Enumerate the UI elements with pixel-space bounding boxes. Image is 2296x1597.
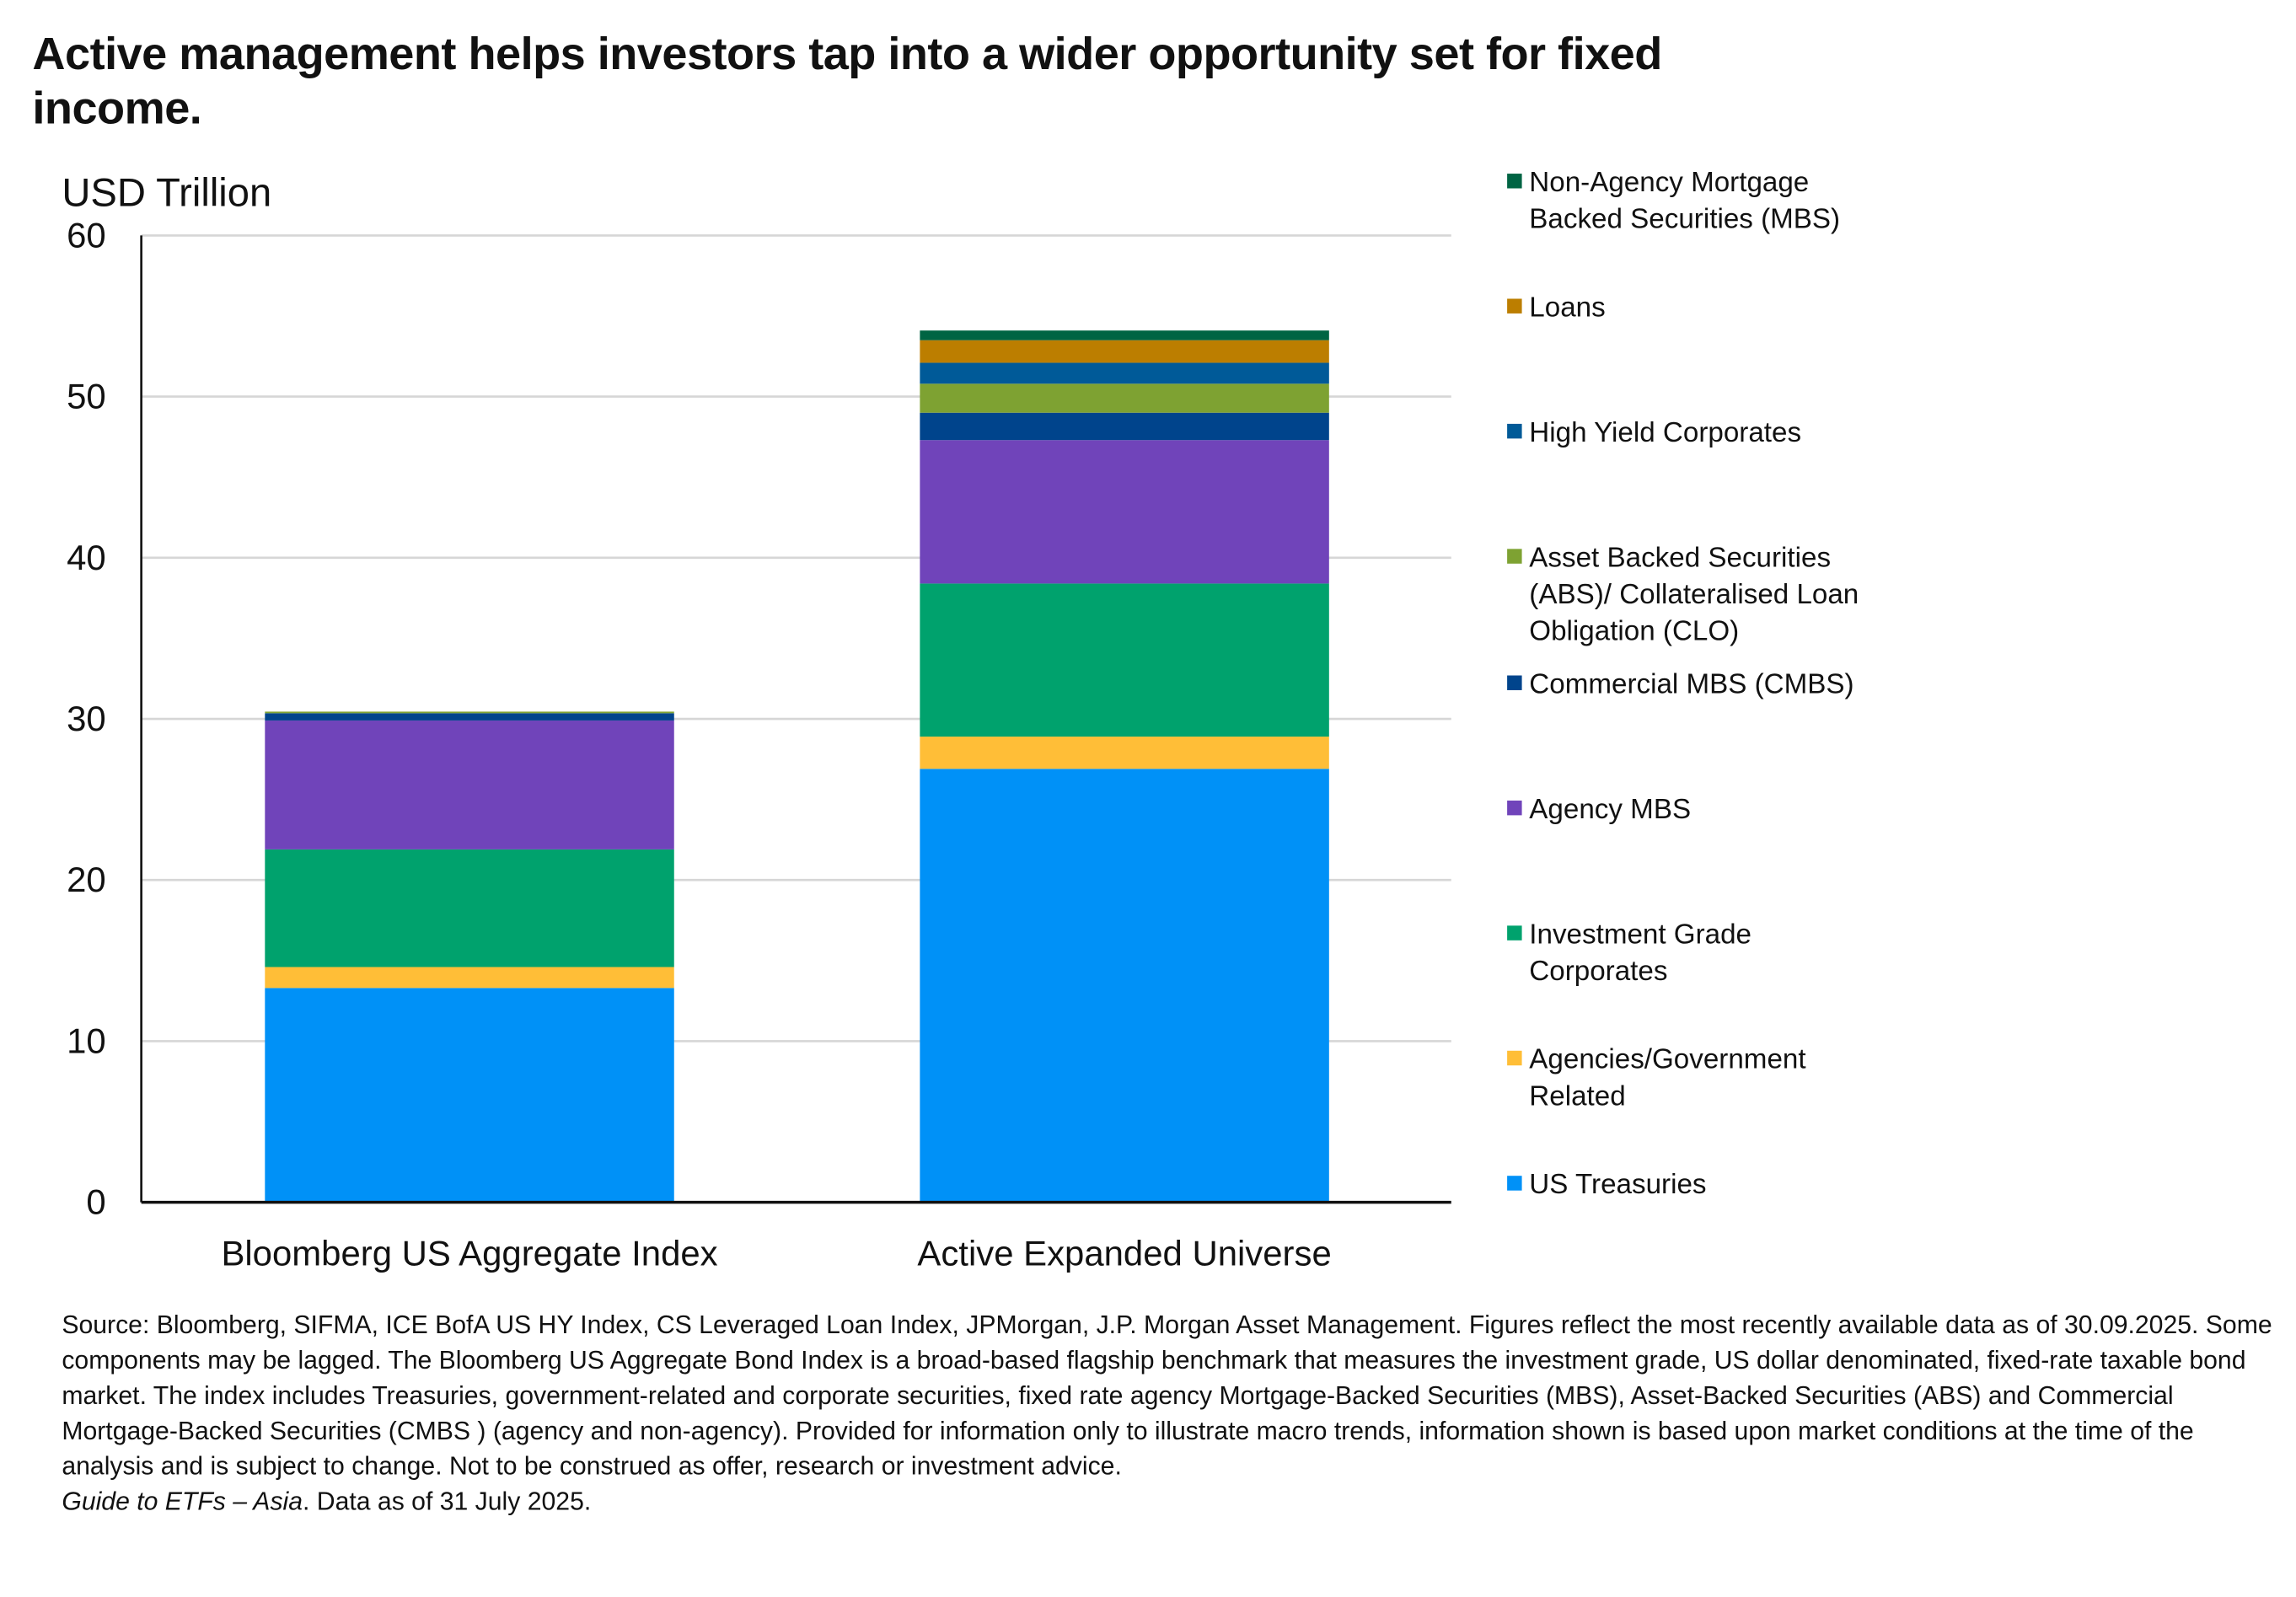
bar-segment bbox=[265, 849, 674, 967]
legend-label: US Treasuries bbox=[1529, 1170, 1707, 1201]
footnote-source: Source: Bloomberg, SIFMA, ICE BofA US HY… bbox=[62, 1310, 2272, 1481]
legend-label: Commercial MBS (CMBS) bbox=[1529, 669, 1854, 701]
legend-swatch bbox=[1507, 423, 1522, 439]
plot-area: 0 10 20 30 40 50 60 Bloomberg US Aggregate Inde… bbox=[67, 215, 1451, 1273]
legend-item: Loans bbox=[1507, 290, 1927, 327]
legend-label: Agency MBS bbox=[1529, 794, 1692, 826]
legend-swatch bbox=[1507, 298, 1522, 314]
y-tick-label: 30 bbox=[67, 699, 106, 738]
legend-item: High Yield Corporates bbox=[1507, 415, 1927, 452]
footnote-guide: Guide to ETFs – Asia bbox=[62, 1486, 303, 1516]
bar-segment bbox=[265, 988, 674, 1203]
legend-item: Agencies/Government Related bbox=[1507, 1042, 1860, 1115]
legend-label: Agencies/Government Related bbox=[1529, 1044, 1806, 1113]
bar-segment bbox=[265, 720, 674, 849]
bar-segment bbox=[920, 737, 1329, 769]
bar-segment bbox=[265, 967, 674, 989]
y-axis-label: USD Trillion bbox=[62, 170, 272, 215]
footnote-date: . Data as of 31 July 2025. bbox=[303, 1486, 592, 1516]
legend-swatch bbox=[1507, 925, 1522, 941]
x-category-label: Active Expanded Universe bbox=[917, 1234, 1331, 1273]
chart-title: Active management helps investors tap in… bbox=[32, 28, 1662, 134]
bar-segment bbox=[265, 711, 674, 714]
y-tick-label: 50 bbox=[67, 377, 106, 416]
legend-swatch bbox=[1507, 549, 1522, 564]
bar-segment bbox=[920, 769, 1329, 1203]
legend-swatch bbox=[1507, 675, 1522, 690]
legend-item: US Treasuries bbox=[1507, 1167, 1927, 1204]
legend-item: Agency MBS bbox=[1507, 791, 1927, 828]
bar-segment bbox=[920, 362, 1329, 384]
bar-segment bbox=[920, 330, 1329, 340]
legend-label: Loans bbox=[1529, 292, 1606, 324]
legend-swatch bbox=[1507, 174, 1522, 189]
y-tick-label: 60 bbox=[67, 215, 106, 255]
legend-swatch bbox=[1507, 1050, 1522, 1066]
bar-segment bbox=[920, 440, 1329, 584]
legend-item: Investment Grade Corporates bbox=[1507, 917, 1860, 990]
legend-label: High Yield Corporates bbox=[1529, 417, 1802, 449]
legend-item: Commercial MBS (CMBS) bbox=[1507, 667, 1927, 704]
legend-label: Non-Agency Mortgage Backed Securities (M… bbox=[1529, 168, 1841, 236]
y-tick-label: 0 bbox=[86, 1182, 105, 1222]
y-tick-label: 40 bbox=[67, 538, 106, 577]
legend-swatch bbox=[1507, 1176, 1522, 1191]
y-tick-label: 20 bbox=[67, 860, 106, 899]
bar-segment bbox=[920, 340, 1329, 363]
bar-segment bbox=[920, 583, 1329, 737]
footnote: Source: Bloomberg, SIFMA, ICE BofA US HY… bbox=[62, 1307, 2287, 1519]
bar-segment bbox=[920, 383, 1329, 413]
legend-item: Asset Backed Securities (ABS)/ Collatera… bbox=[1507, 540, 1875, 651]
legend-label: Investment Grade Corporates bbox=[1529, 919, 1752, 988]
bar-segment bbox=[920, 412, 1329, 441]
y-tick-label: 10 bbox=[67, 1021, 106, 1060]
x-category-label: Bloomberg US Aggregate Index bbox=[221, 1234, 717, 1273]
legend-item: Non-Agency Mortgage Backed Securities (M… bbox=[1507, 165, 1882, 238]
bar-segment bbox=[265, 713, 674, 721]
legend-swatch bbox=[1507, 800, 1522, 816]
legend-label: Asset Backed Securities (ABS)/ Collatera… bbox=[1529, 543, 1859, 648]
